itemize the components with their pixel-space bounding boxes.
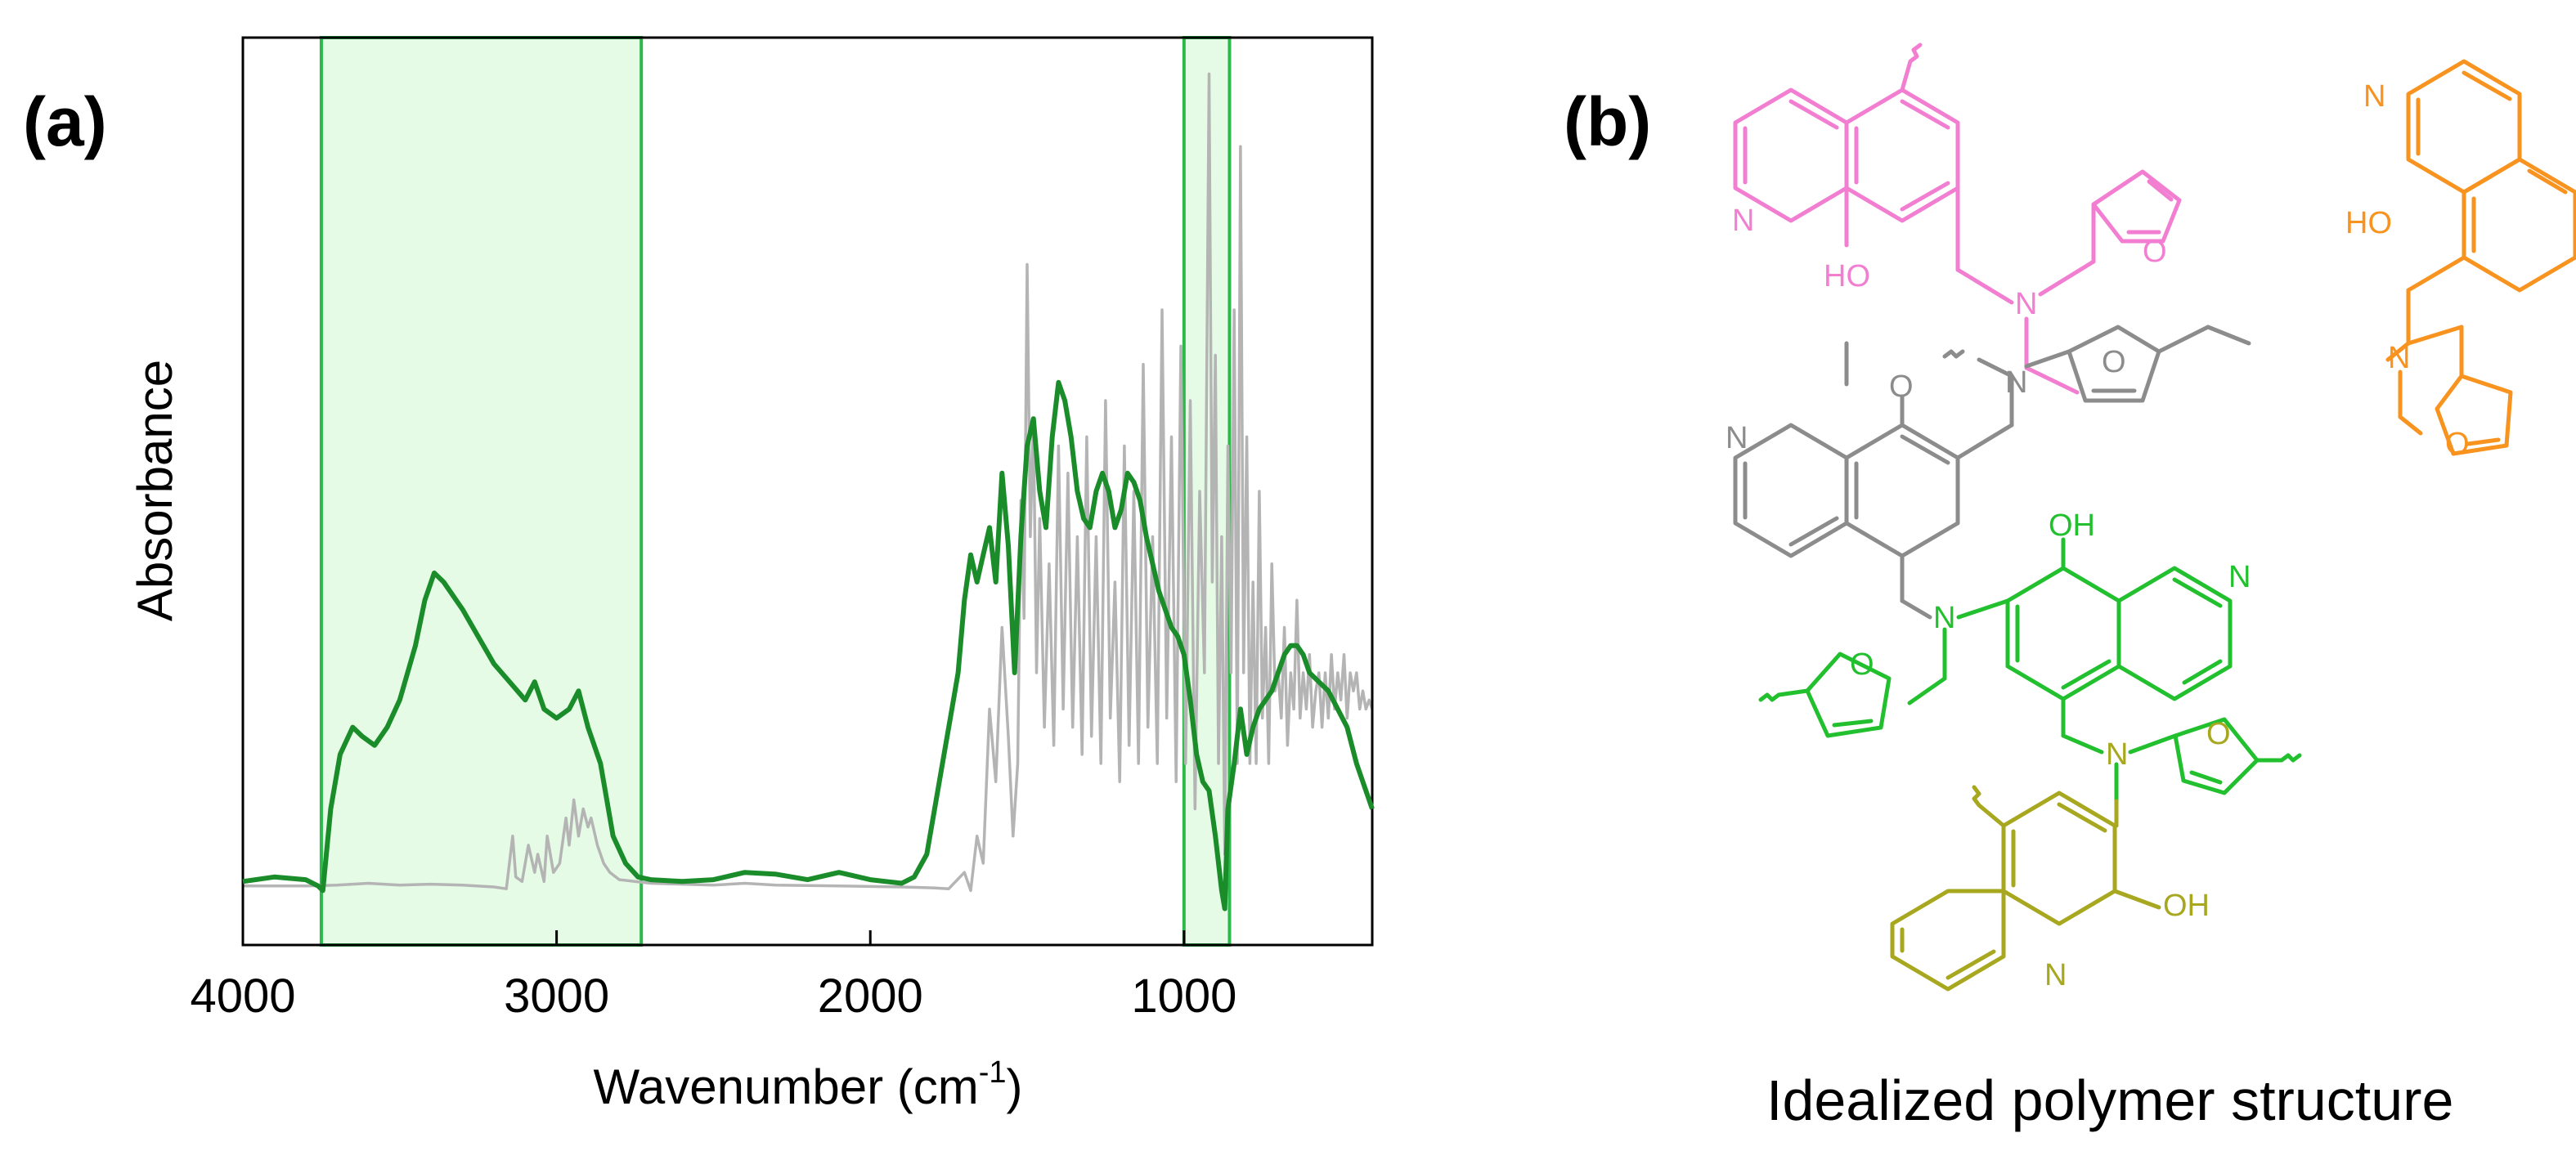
x-axis-ticks: 4000 3000 2000 1000 [190,930,1236,1023]
gray-ring-n: N [1726,421,1748,455]
orange-amine-n: N [2388,341,2410,375]
gray-amine-n: N [2005,365,2027,400]
gray-ether-o: O [1889,369,1914,404]
green-furan-o: O [1850,647,1874,682]
orange-ring-n: N [2363,79,2385,114]
orange-furan [2435,374,2513,456]
green-furan2-o: O [2206,717,2231,751]
panel-b-label: (b) [1564,83,1651,160]
gray-quinoline-fragment [1733,325,2251,620]
orange-furan-o: O [2445,427,2470,461]
polymer-spectrum-line [242,379,1375,911]
pink-furan-o: O [2143,235,2167,269]
panel-b-caption: Idealized polymer structure [1766,1068,2453,1132]
y-axis-title: Absorbance [128,360,182,621]
green-quinoline-fragment [1758,537,2302,804]
olive-oh: OH [2163,889,2210,923]
highlight-band-1 [319,36,644,947]
green-amine2-n: N [2106,737,2128,772]
orange-quinoline-fragment [2385,59,2576,436]
x-axis-title: Wavenumber (cm-1) [594,1055,1023,1114]
highlight-bands [319,36,1232,947]
orange-oh: HO [2345,206,2392,240]
green-ring-n: N [2228,560,2251,594]
x-tick-label: 4000 [190,970,295,1023]
reference-spectrum-line [243,72,1374,893]
series-reference-spectrum [243,72,1374,893]
green-amine-n: N [1933,601,1955,635]
panel-b: (b) [1564,43,2576,1132]
x-tick-label: 2000 [818,970,923,1023]
olive-ring-n: N [2044,958,2067,992]
panel-a: (a) 4000 3000 2000 1000 Absorbance Wavenumb… [23,36,1375,1114]
series-polymer-spectrum [242,379,1375,911]
green-oh: OH [2049,508,2095,543]
plot-frame [241,36,1374,947]
x-tick-label: 1000 [1131,970,1236,1023]
panel-a-label: (a) [23,83,107,160]
olive-quinoline-fragment [1890,785,2161,992]
gray-furan-o: O [2102,345,2126,379]
pink-oh: HO [1824,259,1870,293]
pink-ring-n: N [1732,204,1754,238]
pink-amine-n: N [2015,287,2037,321]
x-tick-label: 3000 [504,970,609,1023]
pink-quinoline-fragment [1733,43,2182,395]
